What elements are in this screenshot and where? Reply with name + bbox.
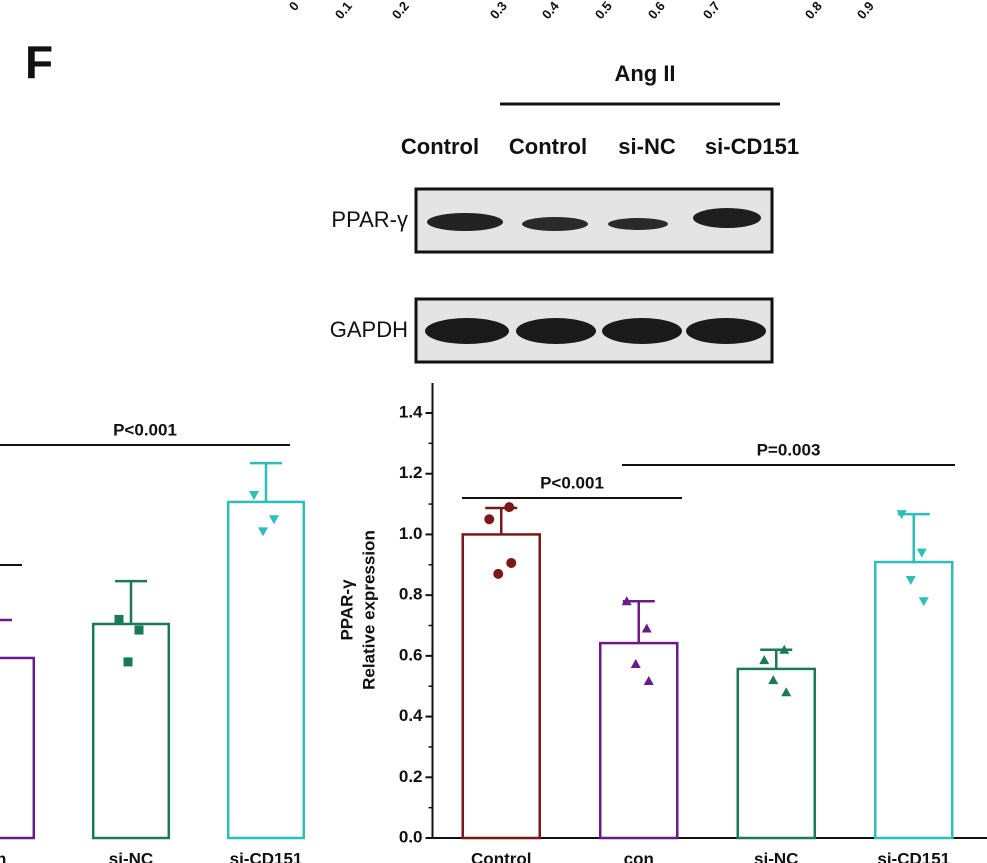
top-axis-label: 0.3 (487, 0, 510, 22)
point (896, 510, 907, 520)
lane-label: si-NC (618, 134, 676, 159)
y-tick-label: 0.6 (399, 645, 423, 664)
bar (0, 656, 36, 840)
top-axis-label: 0.4 (539, 0, 563, 22)
point (506, 557, 517, 568)
point (916, 548, 927, 558)
panel-label: F (25, 36, 53, 88)
x-tick-label: con (624, 849, 654, 863)
significance-label: P=0.003 (757, 440, 821, 459)
x-tick-label: si-NC (754, 849, 798, 863)
significance-label: P<0.001 (540, 473, 604, 492)
treatment-label: Ang II (614, 61, 675, 86)
point (249, 490, 259, 500)
point (258, 527, 268, 537)
lane-label: Control (401, 134, 479, 159)
y-tick-label: 0.4 (399, 706, 423, 725)
point (643, 676, 654, 686)
blot-row-label: PPAR-γ (331, 207, 408, 232)
point (905, 575, 916, 585)
point (630, 659, 641, 669)
significance-label: P<0.001 (113, 420, 177, 439)
point (779, 644, 790, 654)
y-tick-label: 1.2 (399, 463, 423, 482)
blot-gapdh (414, 297, 774, 364)
top-axis-label: 0.7 (700, 0, 723, 22)
point (759, 655, 770, 665)
point (768, 675, 779, 685)
top-axis-label: 0.2 (389, 0, 412, 22)
y-tick-label: 0.2 (399, 767, 423, 786)
y-tick-label: 1.0 (399, 524, 423, 543)
x-tick-label: si-NC (109, 849, 153, 863)
point (641, 623, 652, 633)
point (781, 687, 792, 697)
bar (226, 500, 306, 840)
y-tick-label: 0.0 (399, 827, 423, 846)
point (493, 568, 504, 579)
y-axis-label: PPAR-γ (337, 579, 356, 641)
lane-label: Control (509, 134, 587, 159)
y-axis-label: Relative expression (359, 530, 378, 690)
blot-row-label: GAPDH (330, 317, 408, 342)
point (484, 514, 495, 525)
top-axis-label: 0.5 (592, 0, 615, 22)
bar (599, 641, 679, 840)
bar (91, 622, 171, 840)
top-axis-label: 0.8 (802, 0, 825, 22)
top-axis-label: 0.9 (854, 0, 877, 22)
point (123, 657, 133, 667)
lane-label: si-CD151 (705, 134, 799, 159)
point (504, 502, 515, 513)
blot-ppar (414, 187, 774, 254)
bar (736, 667, 816, 840)
x-tick-label: on (0, 849, 6, 863)
point (269, 515, 279, 525)
y-tick-label: 1.4 (399, 402, 423, 421)
x-tick-label: Control (471, 849, 531, 863)
bar (461, 533, 541, 840)
point (114, 614, 124, 624)
top-axis-label: 0.1 (332, 0, 355, 22)
point (918, 597, 929, 607)
point (621, 596, 632, 606)
x-tick-label: si-CD151 (877, 849, 950, 863)
x-tick-label: si-CD151 (230, 849, 303, 863)
top-axis-label: 0 (286, 0, 302, 14)
point (134, 625, 144, 635)
bar (874, 560, 954, 840)
y-tick-label: 0.8 (399, 585, 423, 604)
top-axis-label: 0.6 (645, 0, 668, 22)
